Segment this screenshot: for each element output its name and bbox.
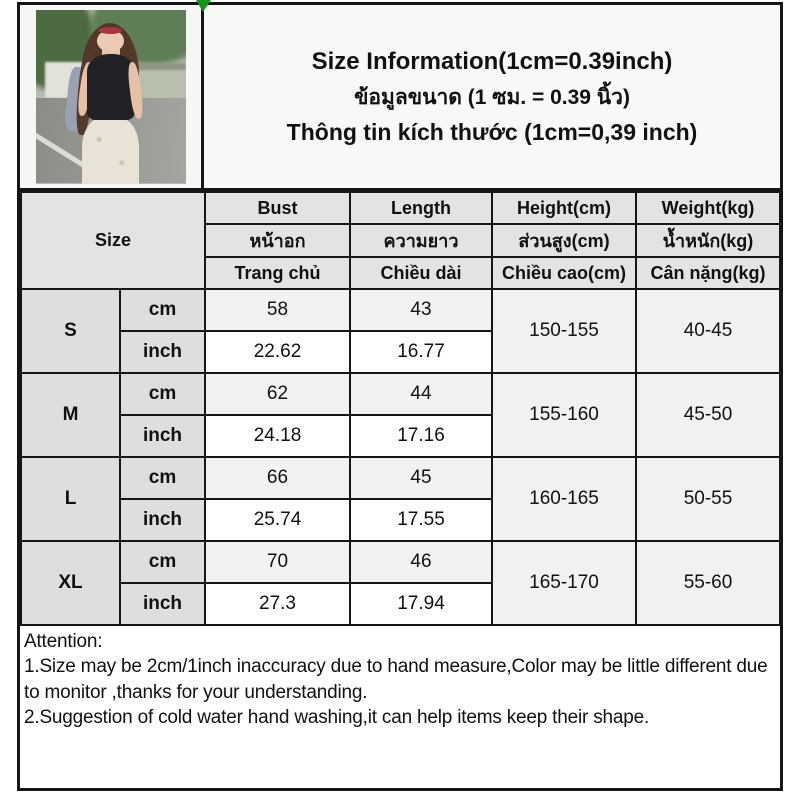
col-header-bust-vi: Trang chủ bbox=[204, 256, 351, 290]
model-black-top bbox=[86, 53, 135, 120]
bust-inch: 22.62 bbox=[204, 330, 351, 374]
col-header-height-th: ส่วนสูง(cm) bbox=[491, 223, 637, 258]
title-block: Size Information(1cm=0.39inch) ข้อมูลขนา… bbox=[204, 5, 780, 188]
table-row: S cm 58 43 150-155 40-45 bbox=[20, 288, 781, 374]
size-table: Size Bust Length Height(cm) Weight(kg) ห… bbox=[20, 191, 781, 626]
bust-cm: 58 bbox=[204, 288, 351, 332]
table-row: XL cm 70 46 165-170 55-60 bbox=[20, 540, 781, 626]
model-skirt bbox=[82, 115, 139, 184]
unit-label: inch bbox=[119, 330, 206, 374]
attention-notes: Attention: 1.Size may be 2cm/1inch inacc… bbox=[20, 626, 780, 731]
length-inch: 17.94 bbox=[349, 582, 493, 626]
title-thai: ข้อมูลขนาด (1 ซม. = 0.39 นิ้ว) bbox=[354, 85, 630, 109]
unit-label: cm bbox=[119, 456, 206, 500]
length-cm: 44 bbox=[349, 372, 493, 416]
height-range: 150-155 bbox=[491, 288, 637, 374]
weight-range: 55-60 bbox=[635, 540, 781, 626]
unit-label: inch bbox=[119, 582, 206, 626]
unit-label: inch bbox=[119, 414, 206, 458]
col-header-weight-th: น้ำหนัก(kg) bbox=[635, 223, 781, 258]
col-header-length-vi: Chiều dài bbox=[349, 256, 493, 290]
table-row: inch 27.3 17.94 bbox=[21, 582, 780, 626]
bust-inch: 24.18 bbox=[204, 414, 351, 458]
size-label: S bbox=[20, 288, 121, 374]
weight-range: 40-45 bbox=[635, 288, 781, 374]
col-header-height-vi: Chiều cao(cm) bbox=[491, 256, 637, 290]
unit-label: cm bbox=[119, 540, 206, 584]
photo-cell bbox=[20, 5, 204, 188]
size-chart-frame: Size Information(1cm=0.39inch) ข้อมูลขนา… bbox=[17, 2, 783, 791]
bust-cm: 70 bbox=[204, 540, 351, 584]
col-header-bust-en: Bust bbox=[204, 191, 351, 225]
model-headband bbox=[99, 26, 122, 34]
table-row: inch 24.18 17.16 bbox=[21, 414, 780, 458]
title-english: Size Information(1cm=0.39inch) bbox=[311, 47, 673, 75]
unit-label: inch bbox=[119, 498, 206, 542]
height-range: 160-165 bbox=[491, 456, 637, 542]
length-inch: 16.77 bbox=[349, 330, 493, 374]
length-cm: 43 bbox=[349, 288, 493, 332]
size-header-cell: Size bbox=[20, 191, 206, 290]
unit-label: cm bbox=[119, 288, 206, 332]
table-row: inch 25.74 17.55 bbox=[21, 498, 780, 542]
title-vietnamese: Thông tin kích thước (1cm=0,39 inch) bbox=[286, 118, 698, 145]
table-row: L cm 66 45 160-165 50-55 bbox=[20, 456, 781, 542]
length-cm: 46 bbox=[349, 540, 493, 584]
height-range: 165-170 bbox=[491, 540, 637, 626]
top-section: Size Information(1cm=0.39inch) ข้อมูลขนา… bbox=[20, 5, 780, 191]
col-header-bust-th: หน้าอก bbox=[204, 223, 351, 258]
length-inch: 17.16 bbox=[349, 414, 493, 458]
size-label: XL bbox=[20, 540, 121, 626]
bust-cm: 62 bbox=[204, 372, 351, 416]
table-row: M cm 62 44 155-160 45-50 bbox=[20, 372, 781, 458]
col-header-length-en: Length bbox=[349, 191, 493, 225]
height-range: 155-160 bbox=[491, 372, 637, 458]
bust-cm: 66 bbox=[204, 456, 351, 500]
model-photo bbox=[35, 9, 186, 184]
weight-range: 50-55 bbox=[635, 456, 781, 542]
col-header-length-th: ความยาว bbox=[349, 223, 493, 258]
weight-range: 45-50 bbox=[635, 372, 781, 458]
bust-inch: 27.3 bbox=[204, 582, 351, 626]
unit-label: cm bbox=[119, 372, 206, 416]
col-header-weight-vi: Cân nặng(kg) bbox=[635, 256, 781, 290]
table-row: inch 22.62 16.77 bbox=[21, 330, 780, 374]
green-corner-accent bbox=[196, 0, 211, 12]
length-inch: 17.55 bbox=[349, 498, 493, 542]
col-header-weight-en: Weight(kg) bbox=[635, 191, 781, 225]
model-face bbox=[97, 30, 124, 53]
col-header-height-en: Height(cm) bbox=[491, 191, 637, 225]
attention-note-2: 2.Suggestion of cold water hand washing,… bbox=[24, 706, 650, 728]
bust-inch: 25.74 bbox=[204, 498, 351, 542]
attention-note-1: 1.Size may be 2cm/1inch inaccuracy due t… bbox=[24, 656, 768, 703]
size-label: L bbox=[20, 456, 121, 542]
attention-heading: Attention: bbox=[24, 631, 103, 652]
size-label: M bbox=[20, 372, 121, 458]
length-cm: 45 bbox=[349, 456, 493, 500]
